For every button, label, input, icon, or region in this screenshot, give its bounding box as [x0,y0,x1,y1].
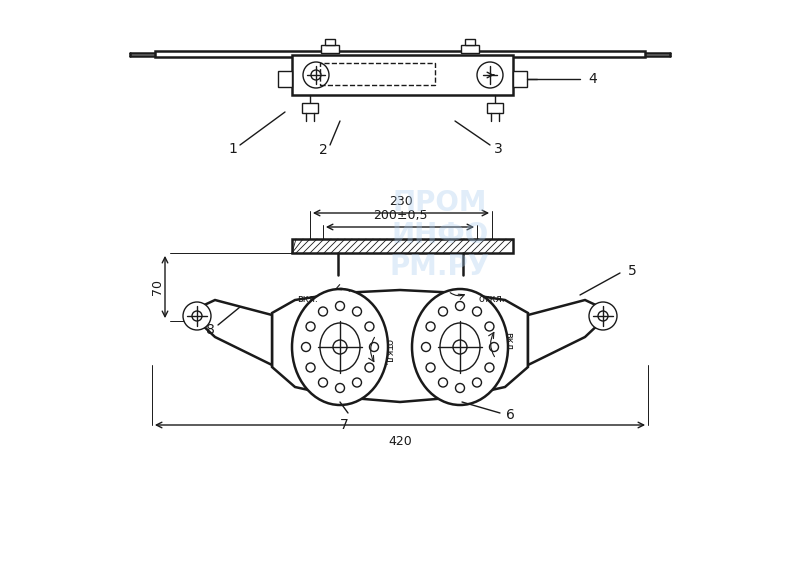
Bar [302,103,318,113]
Circle shape [589,302,617,330]
Bar [465,39,475,45]
Text: 3: 3 [494,142,502,156]
Text: ПРОМ
ИНФО
РМ.РУ: ПРОМ ИНФО РМ.РУ [390,189,490,281]
Ellipse shape [292,289,388,405]
Bar [321,45,339,53]
Text: 4: 4 [588,72,597,86]
Circle shape [303,62,329,88]
Text: 2: 2 [318,143,327,157]
Circle shape [306,363,315,372]
Circle shape [426,363,435,372]
Circle shape [438,378,447,387]
Text: вкл.: вкл. [503,332,513,353]
Text: откл.: откл. [383,338,393,366]
Circle shape [318,307,327,316]
Circle shape [473,378,482,387]
Circle shape [353,307,362,316]
Text: 1: 1 [229,142,238,156]
Circle shape [183,302,211,330]
Circle shape [485,363,494,372]
Bar [155,51,645,57]
Bar [320,63,435,85]
Circle shape [335,302,345,311]
Circle shape [490,342,498,351]
Circle shape [353,378,362,387]
Circle shape [333,340,347,354]
Text: 70: 70 [151,279,165,295]
Ellipse shape [320,323,360,371]
Circle shape [455,302,465,311]
Text: 5: 5 [628,264,637,278]
Circle shape [335,384,345,393]
Bar [325,39,335,45]
Circle shape [422,342,430,351]
Bar [513,71,527,87]
Circle shape [306,322,315,331]
Bar [278,71,292,87]
Bar [292,239,513,253]
Circle shape [318,378,327,387]
Circle shape [302,342,310,351]
Text: вкл.: вкл. [298,294,318,304]
Text: откл.: откл. [478,294,506,304]
Polygon shape [198,300,272,365]
Ellipse shape [412,289,508,405]
Bar [292,55,513,95]
Circle shape [485,322,494,331]
Bar [461,45,479,53]
Text: 200±0,5: 200±0,5 [373,209,427,222]
Circle shape [453,340,467,354]
Text: 8: 8 [206,323,214,337]
Circle shape [455,384,465,393]
Circle shape [365,363,374,372]
Text: 7: 7 [340,418,348,432]
Bar [487,103,503,113]
Text: 420: 420 [388,435,412,448]
Polygon shape [528,300,602,365]
Text: 6: 6 [506,408,515,422]
Circle shape [438,307,447,316]
Text: 230: 230 [389,195,413,208]
Circle shape [473,307,482,316]
Circle shape [426,322,435,331]
Polygon shape [272,290,528,402]
Circle shape [370,342,378,351]
Ellipse shape [440,323,480,371]
Circle shape [477,62,503,88]
Circle shape [365,322,374,331]
